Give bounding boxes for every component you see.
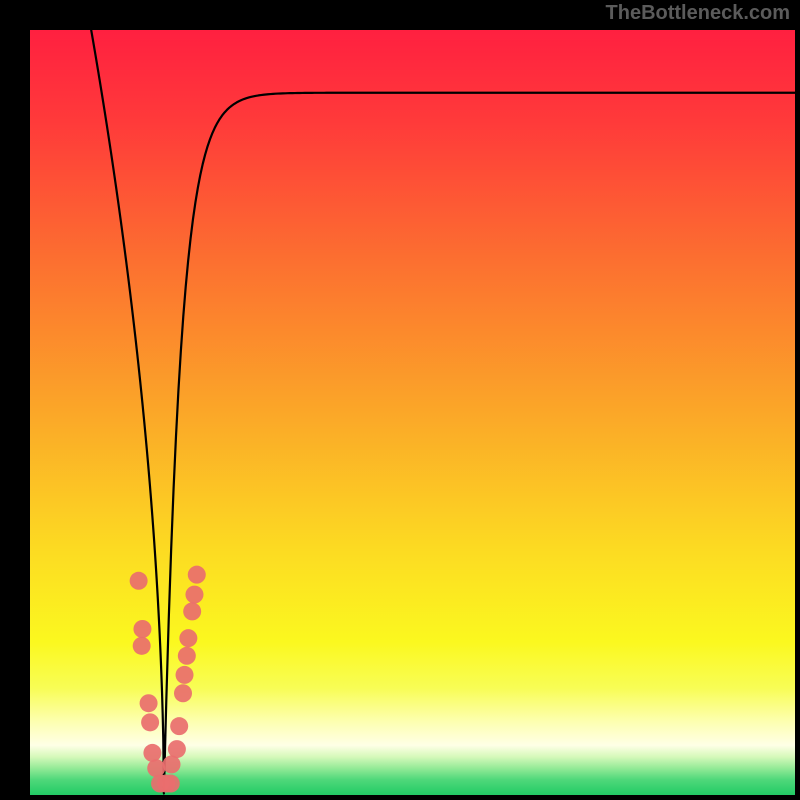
- scatter-dot: [174, 684, 192, 702]
- scatter-dot: [163, 755, 181, 773]
- scatter-dot: [147, 759, 165, 777]
- scatter-dot: [188, 566, 206, 584]
- scatter-dot: [179, 629, 197, 647]
- scatter-dot: [143, 744, 161, 762]
- scatter-dot: [162, 775, 180, 793]
- plot-area: [30, 30, 795, 795]
- v-curve-and-dots: [30, 30, 795, 795]
- scatter-dot: [185, 586, 203, 604]
- scatter-dot: [168, 740, 186, 758]
- v-curve-path: [91, 30, 795, 793]
- scatter-dot: [183, 602, 201, 620]
- scatter-dot: [133, 637, 151, 655]
- scatter-dot: [176, 666, 194, 684]
- scatter-dot: [170, 717, 188, 735]
- scatter-dot: [140, 694, 158, 712]
- scatter-dot: [141, 713, 159, 731]
- scatter-dot: [133, 620, 151, 638]
- watermark-text: TheBottleneck.com: [606, 2, 790, 25]
- scatter-dot: [130, 572, 148, 590]
- scatter-dot: [178, 647, 196, 665]
